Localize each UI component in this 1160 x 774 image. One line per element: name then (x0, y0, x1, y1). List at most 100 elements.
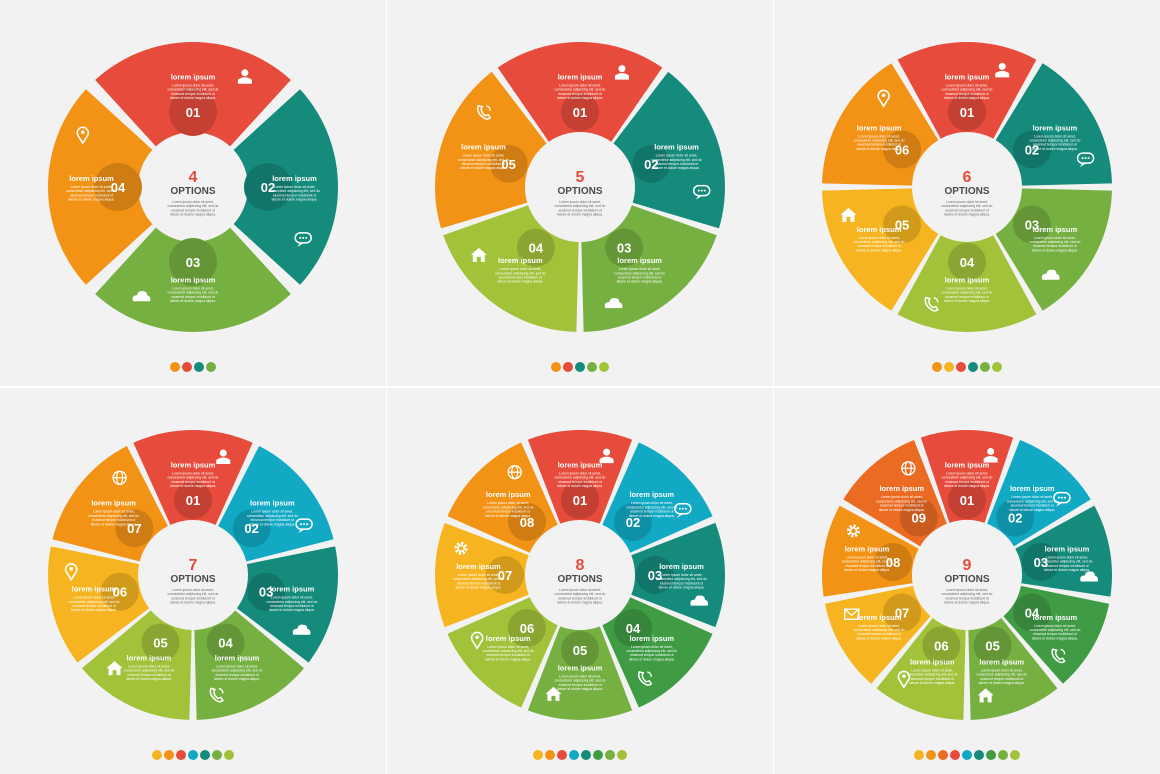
options-word: OPTIONS (557, 574, 602, 585)
segment-number: 08 (886, 555, 900, 570)
home-icon (470, 247, 487, 262)
segment-title: lorem ipsum (127, 653, 172, 662)
segment-title: lorem ipsum (1010, 484, 1055, 493)
legend-dot (563, 362, 573, 372)
segment-bubble (232, 509, 271, 548)
segment-body: Lorem ipsum dolor sit amet, consectetur a… (555, 84, 606, 101)
segment-text-08: 08 lorem ipsum Lorem ipsum dolor sit amet,… (483, 464, 534, 530)
segment-05 (520, 626, 640, 720)
segment-title: lorem ipsum (845, 544, 890, 553)
segment-body: Lorem ipsum dolor sit amet, consectetur a… (651, 154, 702, 171)
segment-shape (520, 626, 640, 720)
legend-dot (1010, 750, 1020, 760)
segment-body: Lorem ipsum dolor sit amet, consectetur a… (942, 84, 993, 101)
segment-title: lorem ipsum (979, 657, 1024, 666)
segment-04 (48, 75, 153, 299)
segment-body: Lorem ipsum dolor sit amet, consectetur a… (212, 664, 263, 681)
user-icon (216, 449, 231, 465)
segment-body: Lorem ipsum dolor sit amet, consectetur a… (854, 236, 905, 253)
segment-bubble (632, 144, 671, 183)
segment-05 (822, 188, 939, 328)
segment-body: Lorem ipsum dolor sit amet, consectetur a… (247, 510, 298, 527)
legend-dot (956, 362, 966, 372)
segment-title: lorem ipsum (171, 73, 216, 82)
segment-title: lorem ipsum (945, 461, 990, 470)
speech-bubble-icon (295, 518, 313, 534)
segment-number: 03 (1025, 218, 1039, 233)
segment-04 (888, 235, 1046, 332)
segment-bubble (100, 572, 139, 611)
segment-number: 01 (573, 105, 587, 120)
options-word: OPTIONS (170, 574, 215, 585)
option-count: 9 (963, 557, 972, 574)
legend-dot (533, 750, 543, 760)
segment-body: Lorem ipsum dolor sit amet, consectetur a… (976, 668, 1027, 685)
segment-title: lorem ipsum (654, 143, 699, 152)
segment-body: Lorem ipsum dolor sit amet, consectetur a… (458, 154, 509, 171)
segment-body: Lorem ipsum dolor sit amet, consectetur a… (907, 668, 958, 685)
segment-04 (602, 597, 725, 720)
segment-bubble (996, 498, 1035, 537)
segment-title: lorem ipsum (1033, 225, 1078, 234)
segment-text-01: 01 lorem ipsum Lorem ipsum dolor sit amet,… (555, 448, 614, 508)
legend-dot (569, 750, 579, 760)
legend-dot (581, 750, 591, 760)
segment-number: 02 (1008, 511, 1022, 526)
segment-number: 04 (1025, 606, 1040, 621)
segment-shape (435, 515, 529, 635)
globe-icon (507, 464, 522, 480)
legend-dot (932, 362, 942, 372)
segment-bubble (605, 228, 644, 267)
segment-07 (435, 515, 529, 635)
segment-title: lorem ipsum (945, 73, 990, 82)
segment-01 (81, 42, 305, 147)
segment-shape (914, 430, 1020, 523)
legend-dot (164, 750, 174, 760)
segment-bubble (94, 163, 142, 211)
phone-icon (476, 104, 492, 120)
segment-number: 03 (648, 568, 662, 583)
segment-bubble (614, 502, 653, 541)
legend-dot (950, 750, 960, 760)
location-pin-icon (64, 563, 78, 582)
legend-dot (998, 750, 1008, 760)
options-word: OPTIONS (944, 574, 989, 585)
center-body: Lorem ipsum dolor sit amet, consectetur a… (942, 588, 993, 605)
segment-number: 03 (186, 255, 200, 270)
segment-body: Lorem ipsum dolor sit amet, consectetur a… (495, 267, 546, 284)
option-count: 5 (576, 169, 585, 186)
legend-dot (575, 362, 585, 372)
location-pin-icon (897, 670, 911, 689)
segment-shape (888, 42, 1046, 139)
home-icon (840, 207, 857, 222)
legend-dot (176, 750, 186, 760)
speech-bubble-icon (1076, 152, 1095, 168)
segment-body: Lorem ipsum dolor sit amet, consectetur a… (1029, 624, 1080, 641)
segment-title: lorem ipsum (659, 562, 704, 571)
segment-bubble (507, 502, 546, 541)
segment-number: 02 (1025, 143, 1039, 158)
segment-body: Lorem ipsum dolor sit amet, consectetur a… (168, 84, 219, 101)
segment-title: lorem ipsum (857, 123, 902, 132)
segment-body: Lorem ipsum dolor sit amet, consectetur a… (88, 510, 139, 527)
segment-number: 07 (127, 521, 141, 536)
segment-body: Lorem ipsum dolor sit amet, consectetur a… (69, 596, 120, 613)
